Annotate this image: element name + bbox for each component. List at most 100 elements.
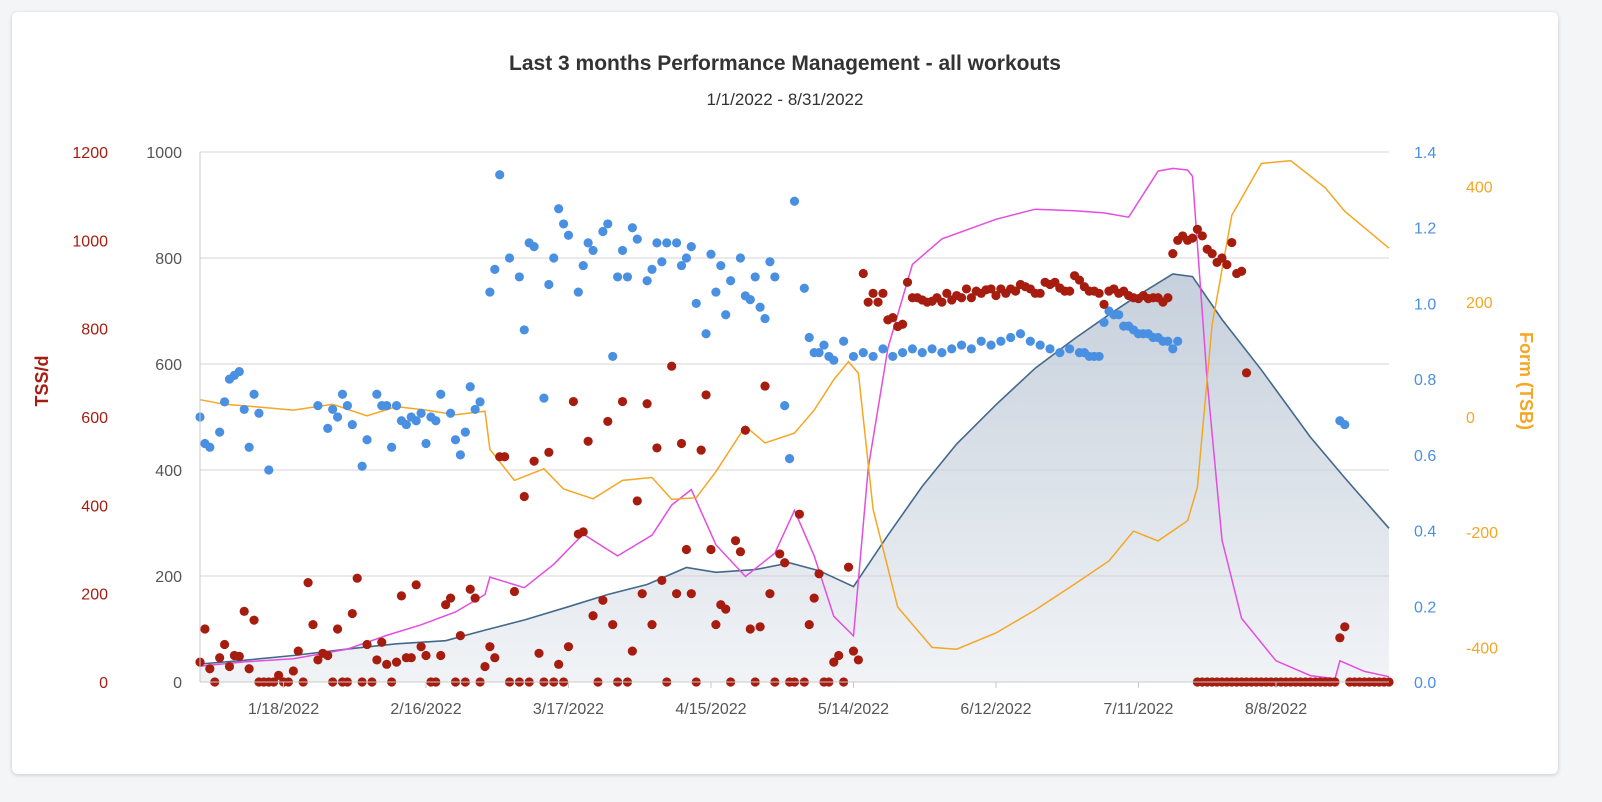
intensity-point — [323, 423, 333, 433]
tss-point — [1074, 275, 1085, 285]
x-tick-label: 1/18/2022 — [248, 701, 319, 718]
intensity-point — [342, 401, 352, 411]
intensity-point — [1065, 344, 1075, 354]
intensity-point — [1055, 348, 1065, 358]
chart-lines — [199, 159, 1390, 680]
tss-point — [686, 589, 696, 599]
intensity-point — [249, 389, 259, 399]
tss-point — [534, 648, 544, 658]
tss-point — [711, 619, 721, 630]
tss-point — [986, 284, 996, 294]
tss-point — [332, 624, 343, 634]
form-line — [199, 159, 1390, 650]
intensity-point — [647, 264, 657, 274]
if-tick-label: 1.2 — [1414, 221, 1436, 238]
tss-point — [274, 670, 284, 680]
tss-point — [858, 268, 868, 279]
tss-point — [608, 619, 618, 630]
intensity-point — [544, 279, 554, 290]
form-tick-label: 400 — [1466, 180, 1493, 197]
intensity-point — [391, 401, 402, 411]
intensity-point — [1114, 310, 1124, 320]
tss-point — [411, 580, 421, 590]
intensity-point — [445, 408, 456, 418]
tss-point — [377, 637, 387, 647]
intensity-point — [215, 427, 225, 437]
x-tick-label: 7/11/2022 — [1103, 701, 1173, 718]
intensity-point — [490, 264, 500, 274]
tss-point — [509, 586, 520, 597]
tss-point — [529, 456, 539, 466]
tss-point — [1099, 299, 1109, 309]
tss-tick-label: 1000 — [72, 233, 108, 250]
intensity-point — [868, 351, 878, 362]
tss-tick-label: 800 — [81, 322, 108, 339]
intensity-point — [382, 401, 392, 411]
tss-point — [1222, 260, 1232, 270]
intensity-point — [465, 382, 475, 392]
tss-point — [396, 591, 407, 601]
intensity-point — [770, 272, 780, 282]
tss-point — [382, 659, 392, 669]
intensity-point — [799, 283, 809, 293]
tss-point — [627, 646, 637, 656]
tss-point — [794, 509, 805, 519]
tss-point — [391, 657, 402, 667]
intensity-point — [475, 397, 485, 407]
tss-point — [897, 319, 908, 329]
if-tick-label: 1.0 — [1414, 296, 1436, 313]
intensity-point — [839, 336, 849, 346]
tss-point — [647, 619, 657, 630]
intensity-point — [966, 344, 976, 354]
intensity-point — [514, 272, 524, 282]
tss-point — [1207, 248, 1217, 259]
intensity-point — [888, 351, 898, 362]
tss-point — [1187, 233, 1198, 243]
load-tick-label: 800 — [155, 251, 182, 268]
intensity-point — [362, 435, 372, 445]
if-tick-label: 0.4 — [1414, 524, 1436, 541]
tss-point — [1163, 293, 1173, 303]
tss-point — [441, 600, 451, 610]
tss-point — [706, 544, 716, 555]
intensity-point — [239, 404, 249, 415]
tss-point — [1237, 266, 1247, 276]
intensity-point — [234, 366, 244, 377]
intensity-point — [357, 461, 367, 471]
tss-point — [215, 653, 225, 663]
intensity-point — [1015, 329, 1026, 339]
intensity-point — [726, 276, 736, 286]
tss-point — [765, 589, 775, 599]
intensity-point — [671, 238, 682, 248]
tss-point — [1065, 286, 1075, 296]
tss-point — [681, 544, 692, 555]
x-tick-label: 4/15/2022 — [675, 701, 746, 718]
tss-axis-title: TSS/d — [32, 355, 52, 406]
tss-point — [1197, 231, 1207, 241]
intensity-point — [927, 344, 937, 354]
intensity-point — [917, 348, 927, 358]
tss-point — [632, 496, 642, 506]
intensity-point — [598, 226, 608, 237]
intensity-point — [549, 253, 559, 263]
tss-point — [642, 399, 652, 409]
intensity-point — [608, 351, 618, 362]
intensity-point — [1094, 351, 1104, 362]
form-tick-label: 200 — [1466, 295, 1493, 312]
intensity-point — [897, 348, 908, 358]
intensity-point — [460, 427, 470, 437]
tss-point — [888, 313, 898, 323]
intensity-point — [686, 242, 696, 252]
intensity-point — [603, 219, 613, 229]
tss-point — [961, 284, 972, 294]
tss-point — [313, 655, 323, 665]
tss-point — [303, 578, 313, 588]
intensity-point — [1006, 332, 1016, 343]
tss-point — [652, 443, 662, 453]
load-tick-label: 400 — [155, 463, 182, 480]
intensity-point — [583, 238, 593, 248]
intensity-point — [264, 465, 274, 475]
tss-point — [436, 650, 446, 661]
tss-point — [775, 549, 785, 559]
tss-point — [843, 562, 854, 572]
